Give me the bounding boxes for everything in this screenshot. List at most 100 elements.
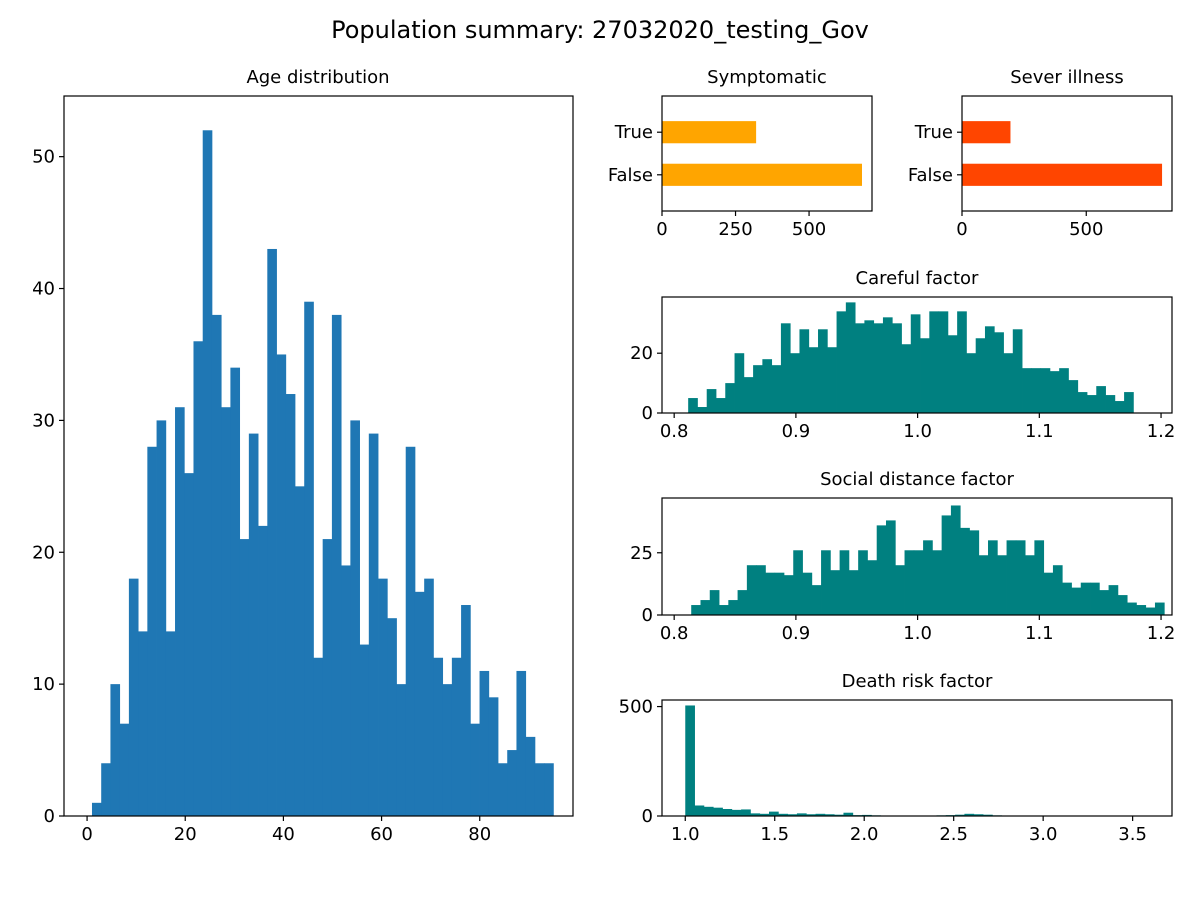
death-axes-frame bbox=[661, 699, 1173, 817]
social-x-ticks: 0.8 0.9 1.0 1.1 1.2 bbox=[660, 615, 1176, 644]
age-bar-48 bbox=[534, 763, 545, 816]
social-bar-28 bbox=[950, 505, 961, 615]
severe-x-ticks: 0 500 bbox=[956, 211, 1103, 240]
careful-bar-44 bbox=[1096, 386, 1106, 413]
death-risk-factor-plot: Death risk factor 1.0 1.5 2.0 2.5 3.0 3.5 0 50… bbox=[619, 671, 1173, 845]
severe-category-labels: False True bbox=[908, 122, 962, 186]
age-bar-41 bbox=[470, 723, 480, 816]
age-bar-6 bbox=[147, 446, 157, 816]
age-bar-4 bbox=[128, 578, 139, 816]
social-bar-0 bbox=[691, 605, 701, 615]
careful-bar-46 bbox=[1114, 401, 1125, 413]
age-bar-1 bbox=[101, 763, 111, 816]
social-bar-25 bbox=[923, 540, 933, 615]
death-bar-3 bbox=[713, 807, 723, 816]
social-bar-32 bbox=[988, 540, 998, 615]
death-bars bbox=[685, 705, 1151, 816]
social-bar-38 bbox=[1043, 572, 1054, 615]
age-bar-12 bbox=[202, 130, 213, 817]
severe-x-tick-500-label: 500 bbox=[1069, 219, 1103, 240]
careful-bar-9 bbox=[771, 365, 782, 413]
symptomatic-category-label-true: True bbox=[614, 122, 653, 143]
careful-bar-22 bbox=[892, 323, 902, 413]
age-bar-25 bbox=[322, 539, 333, 816]
social-x-tick-0-label: 0.8 bbox=[660, 623, 689, 644]
careful-y-ticks: 0 20 bbox=[630, 343, 662, 424]
death-x-tick-0-label: 1.0 bbox=[671, 824, 700, 845]
death-bar-6 bbox=[741, 809, 751, 816]
age-bar-18 bbox=[258, 525, 268, 816]
age-bar-46 bbox=[516, 670, 527, 816]
death-bar-31 bbox=[973, 814, 984, 816]
death-bar-1 bbox=[694, 805, 705, 816]
careful-bar-12 bbox=[799, 329, 810, 413]
age-x-tick-2-label: 40 bbox=[272, 824, 295, 845]
social-bar-13 bbox=[811, 585, 822, 615]
symptomatic-x-tick-0-label: 0 bbox=[656, 219, 667, 240]
age-bar-22 bbox=[294, 486, 305, 816]
death-x-tick-3-label: 2.5 bbox=[939, 824, 968, 845]
age-bar-24 bbox=[313, 657, 324, 816]
death-bar-0 bbox=[685, 705, 695, 816]
age-bar-2 bbox=[110, 684, 121, 816]
careful-bar-20 bbox=[873, 323, 884, 413]
age-bar-15 bbox=[230, 367, 241, 816]
careful-bar-40 bbox=[1059, 368, 1069, 413]
severe-category-label-false: False bbox=[908, 165, 953, 186]
social-bar-12 bbox=[802, 572, 813, 615]
death-bar-11 bbox=[787, 814, 798, 816]
careful-y-tick-1-label: 20 bbox=[630, 343, 653, 364]
age-bar-28 bbox=[350, 420, 360, 816]
death-bar-13 bbox=[806, 814, 816, 816]
death-bar-30 bbox=[964, 813, 975, 816]
severe-illness-plot: Sever illness 0 500 False True bbox=[908, 67, 1173, 240]
age-bar-31 bbox=[378, 578, 388, 816]
death-y-tick-1-label: 500 bbox=[619, 697, 653, 718]
symptomatic-category-labels: False True bbox=[608, 122, 662, 186]
social-bar-23 bbox=[904, 550, 915, 615]
social-bar-3 bbox=[719, 605, 729, 615]
careful-x-tick-3-label: 1.1 bbox=[1025, 421, 1054, 442]
careful-x-tick-0-label: 0.8 bbox=[660, 421, 689, 442]
careful-bar-0 bbox=[688, 398, 698, 413]
careful-y-tick-0-label: 0 bbox=[642, 403, 653, 424]
age-bar-37 bbox=[433, 657, 444, 816]
social-bars bbox=[691, 505, 1165, 615]
social-bar-1 bbox=[700, 600, 711, 615]
symptomatic-x-tick-250-label: 250 bbox=[718, 219, 752, 240]
social-bar-31 bbox=[978, 555, 989, 615]
careful-bar-28 bbox=[947, 335, 958, 413]
social-bar-20 bbox=[876, 525, 887, 615]
age-x-ticks: 0 20 40 60 80 bbox=[81, 816, 491, 845]
careful-x-tick-1-label: 0.9 bbox=[782, 421, 811, 442]
careful-bar-17 bbox=[845, 302, 856, 413]
careful-bar-45 bbox=[1105, 395, 1116, 413]
careful-bar-35 bbox=[1012, 329, 1023, 413]
careful-bar-11 bbox=[790, 353, 800, 413]
death-bar-4 bbox=[722, 808, 733, 816]
death-bar-17 bbox=[843, 812, 854, 816]
careful-bar-33 bbox=[994, 332, 1004, 413]
social-x-tick-4-label: 1.2 bbox=[1147, 623, 1176, 644]
careful-bar-6 bbox=[743, 377, 754, 413]
death-x-tick-1-label: 1.5 bbox=[760, 824, 789, 845]
severe-bar-false bbox=[962, 163, 1163, 186]
death-bar-7 bbox=[750, 813, 761, 816]
careful-bar-26 bbox=[929, 311, 939, 413]
death-x-tick-4-label: 3.0 bbox=[1029, 824, 1058, 845]
careful-x-tick-2-label: 1.0 bbox=[903, 421, 932, 442]
age-x-tick-1-label: 20 bbox=[174, 824, 197, 845]
severe-axes-frame bbox=[961, 95, 1173, 212]
age-bar-5 bbox=[138, 631, 148, 816]
careful-bar-1 bbox=[697, 407, 708, 413]
severe-plot-title: Sever illness bbox=[1010, 67, 1124, 88]
social-bar-21 bbox=[885, 520, 896, 615]
careful-bar-25 bbox=[920, 338, 930, 413]
symptomatic-bars bbox=[662, 121, 862, 186]
careful-bar-41 bbox=[1068, 380, 1079, 413]
social-bar-26 bbox=[932, 550, 943, 615]
age-axes-frame bbox=[63, 95, 574, 817]
age-bar-14 bbox=[221, 407, 231, 816]
age-bar-23 bbox=[304, 301, 314, 816]
